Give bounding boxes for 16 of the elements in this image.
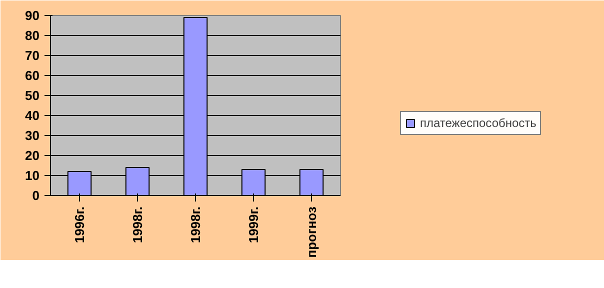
y-tick-label: 90 bbox=[25, 8, 40, 23]
x-tick-label: 1996г. bbox=[72, 206, 87, 244]
y-tick-label: 80 bbox=[25, 28, 40, 43]
y-tick-label: 50 bbox=[25, 88, 40, 103]
y-tick-label: 70 bbox=[25, 48, 40, 63]
y-tick-label: 10 bbox=[25, 168, 40, 183]
y-tick-label: 40 bbox=[25, 108, 40, 123]
x-tick-label: 1999г. bbox=[246, 206, 261, 244]
y-tick-label: 0 bbox=[32, 188, 40, 203]
y-tick-label: 60 bbox=[25, 68, 40, 83]
x-tick-label: 1998г. bbox=[130, 206, 145, 244]
x-tick-label: 1998г. bbox=[188, 206, 203, 244]
y-tick-label: 20 bbox=[25, 148, 40, 163]
y-tick-label: 30 bbox=[25, 128, 40, 143]
x-tick-label: прогноз bbox=[304, 206, 319, 258]
legend-label: платежеспособность bbox=[420, 116, 536, 130]
